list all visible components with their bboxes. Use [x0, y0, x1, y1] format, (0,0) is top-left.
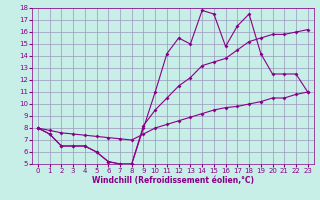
X-axis label: Windchill (Refroidissement éolien,°C): Windchill (Refroidissement éolien,°C) — [92, 176, 254, 185]
